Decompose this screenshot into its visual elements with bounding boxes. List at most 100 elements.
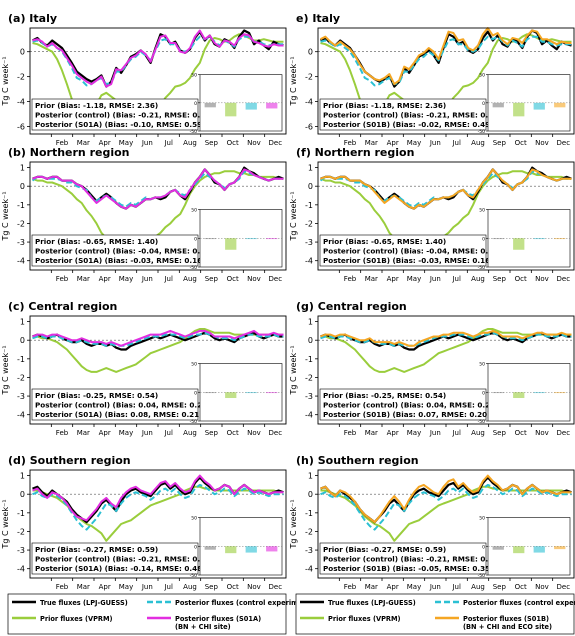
y-tick-label: -1 bbox=[17, 201, 25, 210]
plot-frame bbox=[317, 161, 575, 271]
y-tick-label: -1 bbox=[17, 355, 25, 364]
stats-box bbox=[319, 542, 487, 575]
legend-label: Posterior fluxes (control experiment) bbox=[175, 599, 313, 607]
x-tick-label: Dec bbox=[557, 583, 571, 591]
x-tick-label: Oct bbox=[515, 583, 527, 591]
y-tick-label: -2 bbox=[305, 219, 313, 228]
x-tick-label: Apr bbox=[99, 429, 111, 437]
inset-tick-label: 0 bbox=[482, 390, 485, 396]
x-tick-label: Feb bbox=[56, 139, 69, 147]
series-line-s01b bbox=[320, 474, 572, 524]
stats-box bbox=[319, 388, 487, 421]
inset-bar bbox=[204, 392, 216, 394]
inset-bar bbox=[245, 392, 257, 394]
legend-label: Posterior fluxes (S01B) bbox=[463, 615, 549, 623]
x-tick-label: Feb bbox=[56, 583, 69, 591]
x-tick-label: Apr bbox=[99, 139, 111, 147]
x-tick-label: May bbox=[407, 583, 421, 591]
y-tick-label: -4 bbox=[17, 257, 25, 266]
x-tick-label: Nov bbox=[535, 583, 549, 591]
x-tick-label: Dec bbox=[269, 275, 283, 283]
x-tick-label: Nov bbox=[247, 583, 261, 591]
stats-line: Posterior (S01A) (Bias: -0.03, RMSE: 0.1… bbox=[35, 256, 205, 265]
inset-tick-label: 0 bbox=[194, 101, 197, 107]
y-tick-label: -4 bbox=[305, 98, 313, 107]
stats-box bbox=[31, 234, 199, 267]
x-tick-label: Dec bbox=[269, 139, 283, 147]
x-tick-label: Dec bbox=[557, 429, 571, 437]
inset-bar bbox=[204, 102, 216, 108]
inset-tick-label: -50 bbox=[190, 265, 197, 271]
panel-b: (b) Northern region 1 0 -1 -2 -3 -4 Tg C week⁻¹… bbox=[1, 146, 287, 283]
x-tick-label: Oct bbox=[227, 429, 239, 437]
stats-line: Posterior (control) (Bias: 0.04, RMSE: 0… bbox=[35, 401, 210, 410]
inset-bar bbox=[492, 238, 504, 240]
x-tick-label: Nov bbox=[535, 429, 549, 437]
stats-line: Posterior (control) (Bias: -0.21, RMSE: … bbox=[323, 111, 501, 120]
inset-tick-label: 0 bbox=[482, 544, 485, 550]
x-tick-label: Apr bbox=[387, 429, 399, 437]
inset-bar bbox=[245, 546, 257, 553]
inset-bar bbox=[225, 102, 237, 117]
plot-frame bbox=[29, 161, 287, 271]
inset-tick-label: 0 bbox=[482, 236, 485, 242]
inset-bar bbox=[513, 238, 525, 250]
inset-bar bbox=[225, 546, 237, 554]
x-tick-label: Feb bbox=[344, 429, 357, 437]
inset-tick-label: -50 bbox=[478, 265, 485, 271]
panel-title: (g) Central region bbox=[296, 300, 407, 313]
x-tick-label: Jul bbox=[163, 139, 173, 147]
x-tick-label: Jun bbox=[429, 429, 441, 437]
x-tick-label: Mar bbox=[77, 429, 90, 437]
x-tick-label: May bbox=[119, 275, 133, 283]
plot-frame bbox=[317, 315, 575, 425]
series-line-s01a bbox=[32, 29, 284, 88]
inset-bar bbox=[513, 546, 525, 554]
inset-frame bbox=[199, 363, 283, 422]
legend-label: Posterior fluxes (S01A) bbox=[175, 615, 261, 623]
x-tick-label: Dec bbox=[557, 139, 571, 147]
x-tick-label: Apr bbox=[387, 139, 399, 147]
x-tick-label: Dec bbox=[269, 429, 283, 437]
panel-title: (h) Southern region bbox=[296, 454, 419, 467]
x-tick-label: Mar bbox=[77, 275, 90, 283]
x-tick-label: Jul bbox=[451, 583, 461, 591]
inset-bar bbox=[513, 102, 525, 117]
x-tick-label: Sep bbox=[205, 583, 219, 591]
series-line-s01a bbox=[32, 474, 284, 522]
x-tick-label: Sep bbox=[493, 139, 507, 147]
x-tick-label: Feb bbox=[344, 139, 357, 147]
y-tick-label: -1 bbox=[305, 201, 313, 210]
x-tick-label: Jun bbox=[429, 583, 441, 591]
inset-bar bbox=[266, 546, 278, 552]
y-tick-label: -2 bbox=[305, 373, 313, 382]
inset-tick-label: 0 bbox=[194, 236, 197, 242]
y-tick-label: -1 bbox=[17, 509, 25, 518]
y-tick-label: -2 bbox=[17, 219, 25, 228]
x-tick-label: Feb bbox=[56, 429, 69, 437]
x-tick-label: Jul bbox=[451, 275, 461, 283]
y-axis-label: Tg C week⁻¹ bbox=[1, 345, 10, 395]
y-tick-label: -1 bbox=[305, 355, 313, 364]
inset-bar bbox=[513, 392, 525, 399]
panel-g: (g) Central region 1 0 -1 -2 -3 -4 Tg C week⁻¹ F… bbox=[289, 300, 575, 437]
x-tick-label: Oct bbox=[227, 583, 239, 591]
legend-label: True fluxes (LPJ-GUESS) bbox=[40, 599, 128, 607]
y-tick-label: 0 bbox=[20, 182, 25, 191]
x-tick-label: Jun bbox=[429, 275, 441, 283]
legend-label: (BN + CHI and ECO site) bbox=[463, 623, 552, 631]
y-tick-label: -4 bbox=[305, 565, 313, 574]
inset-bar bbox=[554, 546, 566, 550]
x-tick-label: Oct bbox=[227, 139, 239, 147]
legend-frame bbox=[295, 593, 575, 635]
panel-e: e) Italy 0 -2 -4 -6 Tg C week⁻¹ Feb Mar Apr May Ju… bbox=[289, 12, 575, 147]
x-tick-label: Nov bbox=[535, 139, 549, 147]
y-tick-label: 0 bbox=[20, 336, 25, 345]
y-axis-label: Tg C week⁻¹ bbox=[289, 191, 298, 241]
x-tick-label: Aug bbox=[471, 583, 485, 591]
series-line-s01a bbox=[32, 329, 284, 347]
series-line-control bbox=[32, 483, 284, 531]
x-tick-label: May bbox=[119, 429, 133, 437]
inset-bar bbox=[266, 102, 278, 109]
